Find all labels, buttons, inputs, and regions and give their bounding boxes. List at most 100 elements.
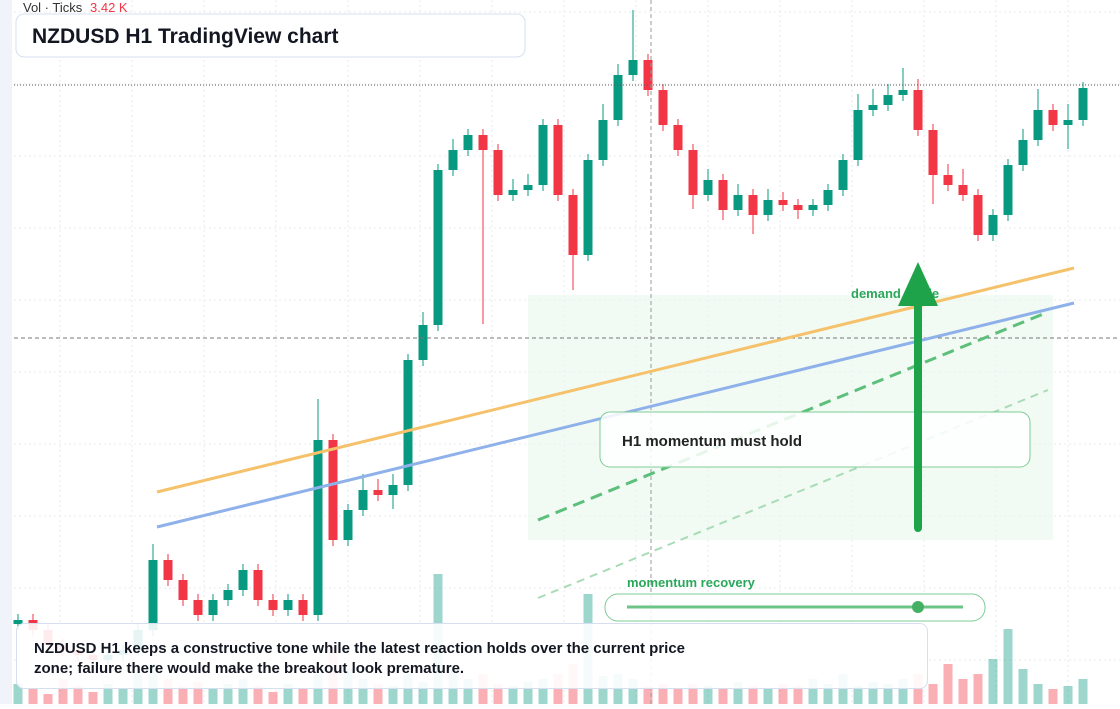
candle-body bbox=[703, 180, 713, 195]
candle-body bbox=[223, 590, 233, 600]
volume-bar bbox=[838, 674, 848, 704]
volume-bar bbox=[88, 692, 98, 704]
chart-title: NZDUSD H1 TradingView chart bbox=[32, 25, 339, 48]
volume-value: 3.42 K bbox=[90, 0, 128, 15]
candle-body bbox=[463, 135, 473, 150]
candle-body bbox=[403, 360, 413, 485]
volume-bar bbox=[733, 682, 743, 704]
volume-bar bbox=[238, 679, 248, 704]
candle-body bbox=[778, 200, 788, 205]
volume-bar bbox=[178, 686, 188, 704]
candle-body bbox=[508, 190, 518, 195]
volume-bar bbox=[208, 689, 218, 704]
volume-bar bbox=[943, 664, 953, 704]
candle-body bbox=[268, 600, 278, 610]
candle-body bbox=[163, 560, 173, 580]
candle-body bbox=[643, 60, 653, 90]
volume-bar bbox=[688, 684, 698, 704]
volume-bar bbox=[643, 686, 653, 704]
volume-bar bbox=[883, 684, 893, 704]
candle-body bbox=[943, 175, 953, 185]
volume-bar bbox=[598, 676, 608, 704]
candle-body bbox=[253, 570, 263, 600]
volume-bar bbox=[43, 694, 53, 704]
volume-bar bbox=[313, 674, 323, 704]
volume-bar bbox=[163, 679, 173, 704]
volume-bar bbox=[358, 679, 368, 704]
volume-bar bbox=[778, 684, 788, 704]
candle-body bbox=[523, 185, 533, 190]
candle-body bbox=[1033, 110, 1043, 140]
candle-body bbox=[628, 60, 638, 75]
candle-body bbox=[1078, 88, 1088, 120]
candle-body bbox=[1003, 165, 1013, 215]
volume-bar bbox=[118, 689, 128, 704]
volume-bar bbox=[133, 674, 143, 704]
candle-body bbox=[823, 190, 833, 205]
volume-bar bbox=[748, 686, 758, 704]
candle-body bbox=[988, 215, 998, 235]
volume-bar bbox=[523, 682, 533, 704]
candle-body bbox=[853, 110, 863, 160]
candle-body bbox=[358, 490, 368, 510]
volume-bar bbox=[418, 682, 428, 704]
note-box: NZDUSD H1 keeps a constructive tone whil… bbox=[16, 623, 928, 689]
volume-bar bbox=[703, 686, 713, 704]
volume-bar bbox=[913, 674, 923, 704]
candle-body bbox=[238, 570, 248, 590]
candle-body bbox=[13, 620, 23, 624]
candle-body bbox=[1063, 120, 1073, 125]
volume-bar bbox=[298, 689, 308, 704]
candle-body bbox=[193, 600, 203, 615]
volume-bar bbox=[193, 682, 203, 704]
candle-body bbox=[433, 170, 443, 325]
candle-body bbox=[283, 600, 293, 610]
volume-bar bbox=[13, 684, 23, 704]
candle-body bbox=[568, 195, 578, 255]
candle-body bbox=[478, 135, 488, 150]
candle-body bbox=[958, 185, 968, 195]
volume-bar bbox=[1078, 679, 1088, 704]
volume-bar bbox=[538, 679, 548, 704]
volume-bar bbox=[73, 686, 83, 704]
volume-bar bbox=[283, 684, 293, 704]
candle-body bbox=[388, 485, 398, 495]
candle-body bbox=[493, 150, 503, 195]
candle-body bbox=[748, 195, 758, 215]
volume-bar bbox=[1003, 629, 1013, 704]
candle-body bbox=[793, 205, 803, 210]
volume-bar bbox=[493, 684, 503, 704]
candle-body bbox=[313, 440, 323, 615]
volume-bar bbox=[268, 692, 278, 704]
volume-bar bbox=[988, 659, 998, 704]
candle-body bbox=[733, 195, 743, 210]
annotation-box bbox=[599, 411, 1031, 468]
volume-label: Vol · Ticks bbox=[23, 0, 83, 15]
trend-line bbox=[537, 389, 1049, 599]
volume-bar bbox=[1063, 686, 1073, 704]
candle-body bbox=[583, 160, 593, 255]
volume-bar bbox=[373, 684, 383, 704]
candle-body bbox=[928, 130, 938, 175]
note-text: NZDUSD H1 keeps a constructive tone whil… bbox=[34, 640, 686, 677]
candle-body bbox=[598, 120, 608, 160]
candle-body bbox=[718, 180, 728, 210]
volume-bar bbox=[613, 674, 623, 704]
volume-bar bbox=[508, 686, 518, 704]
candle-body bbox=[688, 150, 698, 195]
candle-body bbox=[898, 90, 908, 95]
volume-bar bbox=[253, 686, 263, 704]
candle-body bbox=[298, 600, 308, 615]
title-box bbox=[15, 13, 526, 58]
volume-bar bbox=[58, 679, 68, 704]
candle-body bbox=[613, 75, 623, 120]
volume-bar bbox=[793, 686, 803, 704]
volume-bar bbox=[1018, 669, 1028, 704]
candle-body bbox=[838, 160, 848, 190]
candle-body bbox=[1018, 140, 1028, 165]
volume-bar bbox=[28, 689, 38, 704]
candle-body bbox=[538, 125, 548, 185]
volume-bar bbox=[823, 684, 833, 704]
annotation-text: H1 momentum must hold bbox=[622, 433, 802, 450]
